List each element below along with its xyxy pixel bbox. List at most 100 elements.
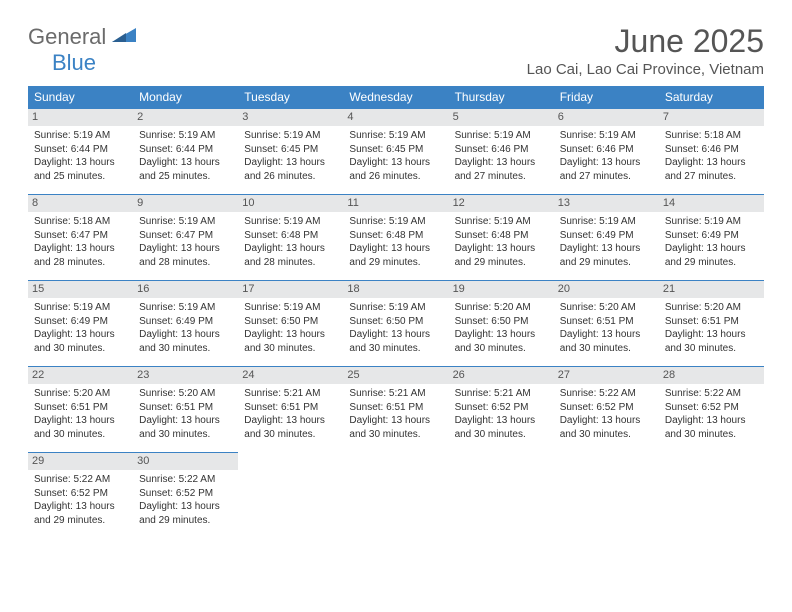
calendar-day-cell: 5Sunrise: 5:19 AMSunset: 6:46 PMDaylight… [449,109,554,195]
calendar-day-cell: 15Sunrise: 5:19 AMSunset: 6:49 PMDayligh… [28,281,133,367]
day-number: 28 [659,367,764,384]
sunrise-text: Sunrise: 5:20 AM [560,301,653,315]
calendar-day-cell: 25Sunrise: 5:21 AMSunset: 6:51 PMDayligh… [343,367,448,453]
sunrise-text: Sunrise: 5:21 AM [244,387,337,401]
sunrise-text: Sunrise: 5:18 AM [665,129,758,143]
sunrise-text: Sunrise: 5:20 AM [139,387,232,401]
calendar-week-row: 8Sunrise: 5:18 AMSunset: 6:47 PMDaylight… [28,195,764,281]
sunrise-text: Sunrise: 5:20 AM [665,301,758,315]
calendar-day-cell: 1Sunrise: 5:19 AMSunset: 6:44 PMDaylight… [28,109,133,195]
daylight-text: Daylight: 13 hours and 28 minutes. [139,242,232,269]
sunrise-text: Sunrise: 5:19 AM [139,129,232,143]
sunset-text: Sunset: 6:45 PM [244,143,337,157]
weekday-header: Thursday [449,86,554,109]
weekday-header: Friday [554,86,659,109]
calendar-day-cell: 26 Sunrise: 5:21 AMSunset: 6:52 PMDayligh… [449,367,554,453]
daylight-text: Daylight: 13 hours and 30 minutes. [349,414,442,441]
day-number: 19 [449,281,554,298]
sunset-text: Sunset: 6:47 PM [139,229,232,243]
sunrise-text: Sunrise: 5:21 AM [349,387,442,401]
logo-text-blue: Blue [52,50,96,75]
sunset-text: Sunset: 6:51 PM [349,401,442,415]
calendar-week-row: 22Sunrise: 5:20 AMSunset: 6:51 PMDayligh… [28,367,764,453]
calendar-day-cell: 27Sunrise: 5:22 AMSunset: 6:52 PMDayligh… [554,367,659,453]
logo-text-general: General [28,24,106,50]
weekday-header: Monday [133,86,238,109]
calendar-day-cell: 28Sunrise: 5:22 AMSunset: 6:52 PMDayligh… [659,367,764,453]
calendar-week-row: 15Sunrise: 5:19 AMSunset: 6:49 PMDayligh… [28,281,764,367]
calendar-day-cell: 21Sunrise: 5:20 AMSunset: 6:51 PMDayligh… [659,281,764,367]
day-number: 8 [28,195,133,212]
daylight-text: Daylight: 13 hours and 30 minutes. [139,414,232,441]
sunrise-text: Sunrise: 5:19 AM [560,215,653,229]
calendar-day-cell: 14Sunrise: 5:19 AMSunset: 6:49 PMDayligh… [659,195,764,281]
calendar-day-cell [343,453,448,539]
daylight-text: Daylight: 13 hours and 30 minutes. [34,414,127,441]
month-title: June 2025 [527,24,764,59]
calendar-day-cell: 17Sunrise: 5:19 AMSunset: 6:50 PMDayligh… [238,281,343,367]
sunrise-text: Sunrise: 5:19 AM [349,215,442,229]
sunset-text: Sunset: 6:49 PM [665,229,758,243]
calendar-day-cell: 3Sunrise: 5:19 AMSunset: 6:45 PMDaylight… [238,109,343,195]
calendar-day-cell: 20Sunrise: 5:20 AMSunset: 6:51 PMDayligh… [554,281,659,367]
day-number: 29 [28,453,133,470]
sunrise-text: Sunrise: 5:22 AM [34,473,127,487]
calendar-day-cell: 12Sunrise: 5:19 AMSunset: 6:48 PMDayligh… [449,195,554,281]
sunrise-text: Sunrise: 5:20 AM [34,387,127,401]
calendar-day-cell: 16Sunrise: 5:19 AMSunset: 6:49 PMDayligh… [133,281,238,367]
daylight-text: Daylight: 13 hours and 28 minutes. [244,242,337,269]
sunrise-text: Sunrise: 5:20 AM [455,301,548,315]
daylight-text: Daylight: 13 hours and 30 minutes. [665,414,758,441]
logo-triangle-icon [112,24,136,47]
sunrise-text: Sunrise: 5:21 AM [455,387,548,401]
sunrise-text: Sunrise: 5:19 AM [244,215,337,229]
calendar-day-cell: 9Sunrise: 5:19 AMSunset: 6:47 PMDaylight… [133,195,238,281]
daylight-text: Daylight: 13 hours and 29 minutes. [455,242,548,269]
day-number: 2 [133,109,238,126]
calendar-table: Sunday Monday Tuesday Wednesday Thursday… [28,86,764,539]
sunrise-text: Sunrise: 5:19 AM [139,301,232,315]
sunset-text: Sunset: 6:50 PM [349,315,442,329]
calendar-week-row: 1Sunrise: 5:19 AMSunset: 6:44 PMDaylight… [28,109,764,195]
day-number: 27 [554,367,659,384]
daylight-text: Daylight: 13 hours and 25 minutes. [139,156,232,183]
calendar-day-cell: 10Sunrise: 5:19 AMSunset: 6:48 PMDayligh… [238,195,343,281]
sunrise-text: Sunrise: 5:18 AM [34,215,127,229]
calendar-day-cell: 24Sunrise: 5:21 AMSunset: 6:51 PMDayligh… [238,367,343,453]
calendar-day-cell: 30Sunrise: 5:22 AMSunset: 6:52 PMDayligh… [133,453,238,539]
weekday-header: Wednesday [343,86,448,109]
location-text: Lao Cai, Lao Cai Province, Vietnam [527,61,764,78]
sunrise-text: Sunrise: 5:19 AM [244,301,337,315]
sunset-text: Sunset: 6:52 PM [139,487,232,501]
calendar-day-cell: 18Sunrise: 5:19 AMSunset: 6:50 PMDayligh… [343,281,448,367]
daylight-text: Daylight: 13 hours and 30 minutes. [455,414,548,441]
sunset-text: Sunset: 6:51 PM [560,315,653,329]
sunset-text: Sunset: 6:46 PM [560,143,653,157]
sunset-text: Sunset: 6:44 PM [139,143,232,157]
weekday-header: Tuesday [238,86,343,109]
calendar-day-cell: 19Sunrise: 5:20 AMSunset: 6:50 PMDayligh… [449,281,554,367]
day-number: 6 [554,109,659,126]
sunset-text: Sunset: 6:44 PM [34,143,127,157]
sunrise-text: Sunrise: 5:22 AM [139,473,232,487]
calendar-page: General June 2025 Lao Cai, Lao Cai Provi… [0,0,792,563]
day-number: 26 [449,367,554,384]
daylight-text: Daylight: 13 hours and 30 minutes. [665,328,758,355]
sunrise-text: Sunrise: 5:22 AM [560,387,653,401]
weekday-header: Sunday [28,86,133,109]
day-number: 13 [554,195,659,212]
daylight-text: Daylight: 13 hours and 29 minutes. [665,242,758,269]
day-number: 23 [133,367,238,384]
day-number: 1 [28,109,133,126]
day-number: 22 [28,367,133,384]
sunset-text: Sunset: 6:52 PM [455,401,548,415]
sunrise-text: Sunrise: 5:19 AM [455,129,548,143]
sunset-text: Sunset: 6:47 PM [34,229,127,243]
sunrise-text: Sunrise: 5:19 AM [244,129,337,143]
calendar-day-cell: 22Sunrise: 5:20 AMSunset: 6:51 PMDayligh… [28,367,133,453]
daylight-text: Daylight: 13 hours and 27 minutes. [665,156,758,183]
day-number: 20 [554,281,659,298]
sunrise-text: Sunrise: 5:19 AM [349,129,442,143]
day-number: 4 [343,109,448,126]
sunset-text: Sunset: 6:45 PM [349,143,442,157]
